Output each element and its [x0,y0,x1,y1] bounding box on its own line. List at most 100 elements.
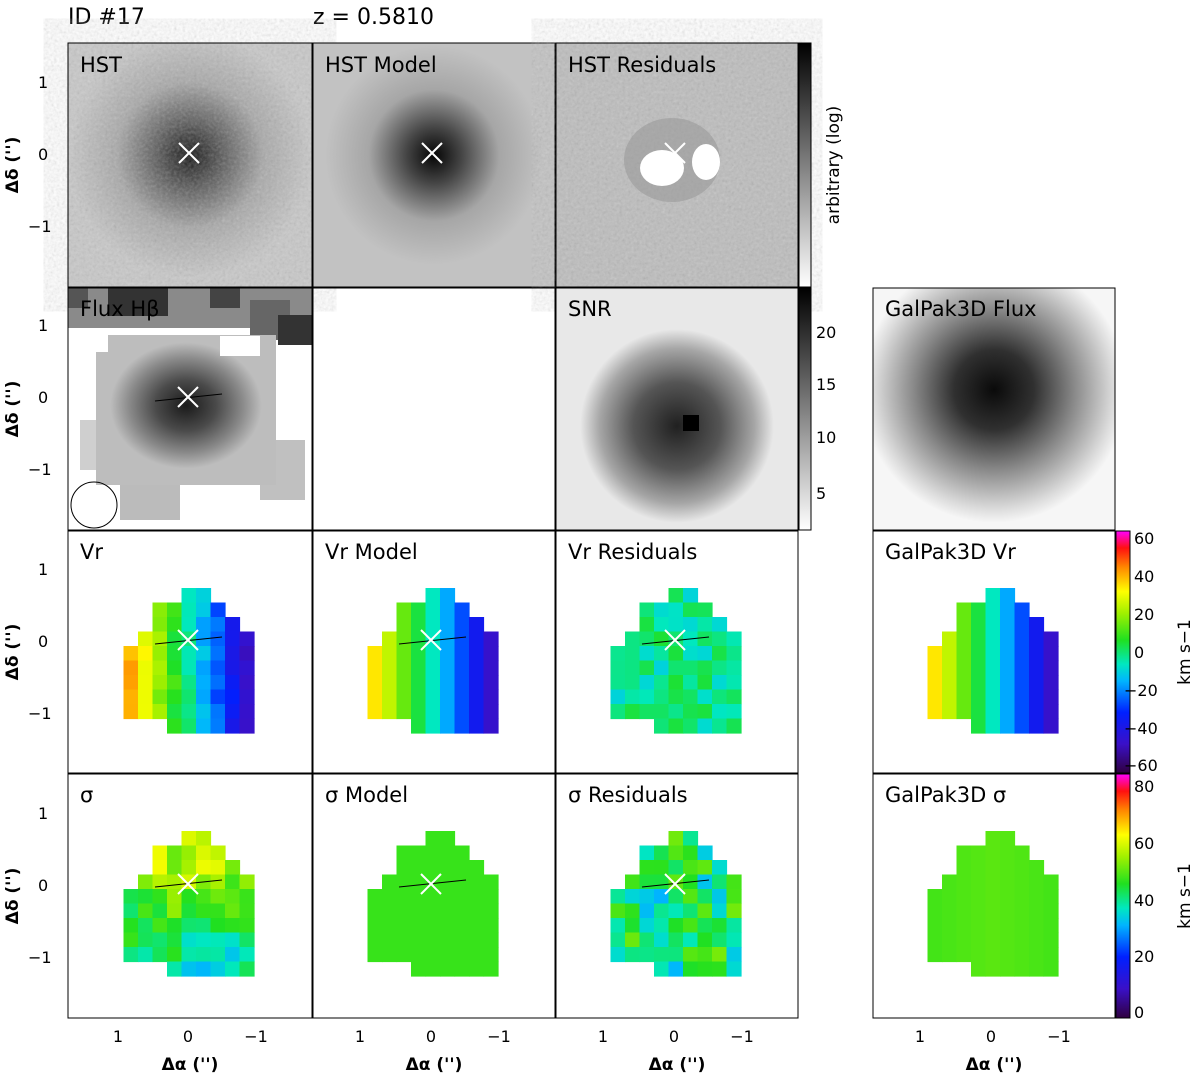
spaxel [985,860,1001,876]
spaxel [225,675,241,691]
spaxel [454,874,470,890]
spaxel [1000,874,1016,890]
spaxel [1043,889,1059,905]
spaxel [668,961,684,977]
spaxel [683,918,699,934]
spaxel [1014,874,1030,890]
spaxel [985,675,1001,691]
spaxel [469,961,485,977]
colorbar-snr-tick: 10 [816,428,836,447]
spaxel [239,718,255,734]
spaxel [726,660,742,676]
spaxel [712,675,728,691]
spaxel [971,932,987,948]
spaxel [469,675,485,691]
spaxel [411,860,427,876]
velocity-residual-map [610,588,742,734]
spaxel [610,675,626,691]
colorbar-snr-tick: 20 [816,323,836,342]
spaxel [123,932,139,948]
spaxel [1043,689,1059,705]
spaxel [196,602,212,618]
spaxel [726,718,742,734]
spaxel [697,961,713,977]
spaxel [454,845,470,861]
spaxel [1029,947,1045,963]
spaxel [985,689,1001,705]
spaxel [167,903,183,919]
spaxel [167,602,183,618]
spaxel [123,889,139,905]
spaxel [469,646,485,662]
spaxel [610,689,626,705]
spaxel [469,903,485,919]
spaxel [225,646,241,662]
spaxel [654,860,670,876]
spaxel [942,704,958,720]
spaxel [123,704,139,720]
spaxel [942,889,958,905]
colorbar-snr-tick: 5 [816,484,826,503]
spaxel [985,874,1001,890]
spaxel [1029,903,1045,919]
spaxel [167,660,183,676]
spaxel [927,932,943,948]
spaxel [225,874,241,890]
spaxel [239,889,255,905]
spaxel [712,961,728,977]
spaxel [411,947,427,963]
spaxel [454,860,470,876]
center-cross-icon [421,142,443,164]
spaxel [454,718,470,734]
spaxel [683,588,699,604]
spaxel [971,947,987,963]
spaxel [610,889,626,905]
spaxel [927,947,943,963]
spaxel [425,617,441,633]
panel-vr-model: Vr Model [312,530,556,774]
spaxel [639,903,655,919]
spaxel [181,675,197,691]
spaxel [167,860,183,876]
spaxel [971,918,987,934]
spaxel [712,631,728,647]
spaxel [181,704,197,720]
spaxel [469,860,485,876]
colorbar-vr-tick: 40 [1134,567,1154,586]
spaxel [483,874,499,890]
spaxel [985,660,1001,676]
velocity-map [123,588,255,734]
spaxel [167,918,183,934]
spaxel [1043,918,1059,934]
spaxel [469,947,485,963]
spaxel [239,947,255,963]
spaxel [152,903,168,919]
spaxel [971,631,987,647]
spaxel [181,588,197,604]
spaxel [683,947,699,963]
spaxel [971,689,987,705]
spaxel [712,889,728,905]
spaxel [454,631,470,647]
spaxel [712,704,728,720]
panel-title-galpak-flux: GalPak3D Flux [885,297,1037,321]
spaxel [625,947,641,963]
spaxel [181,718,197,734]
spaxel [712,874,728,890]
spaxel [985,889,1001,905]
spaxel [697,932,713,948]
spaxel [668,675,684,691]
spaxel [1000,718,1016,734]
spaxel [639,675,655,691]
spaxel [668,932,684,948]
spaxel [1043,646,1059,662]
y-tick: 1 [38,316,48,335]
spaxel [123,918,139,934]
spaxel [152,918,168,934]
spaxel [239,903,255,919]
spaxel [181,602,197,618]
spaxel [942,675,958,691]
spaxel [396,860,412,876]
spaxel [483,718,499,734]
spaxel [1014,947,1030,963]
